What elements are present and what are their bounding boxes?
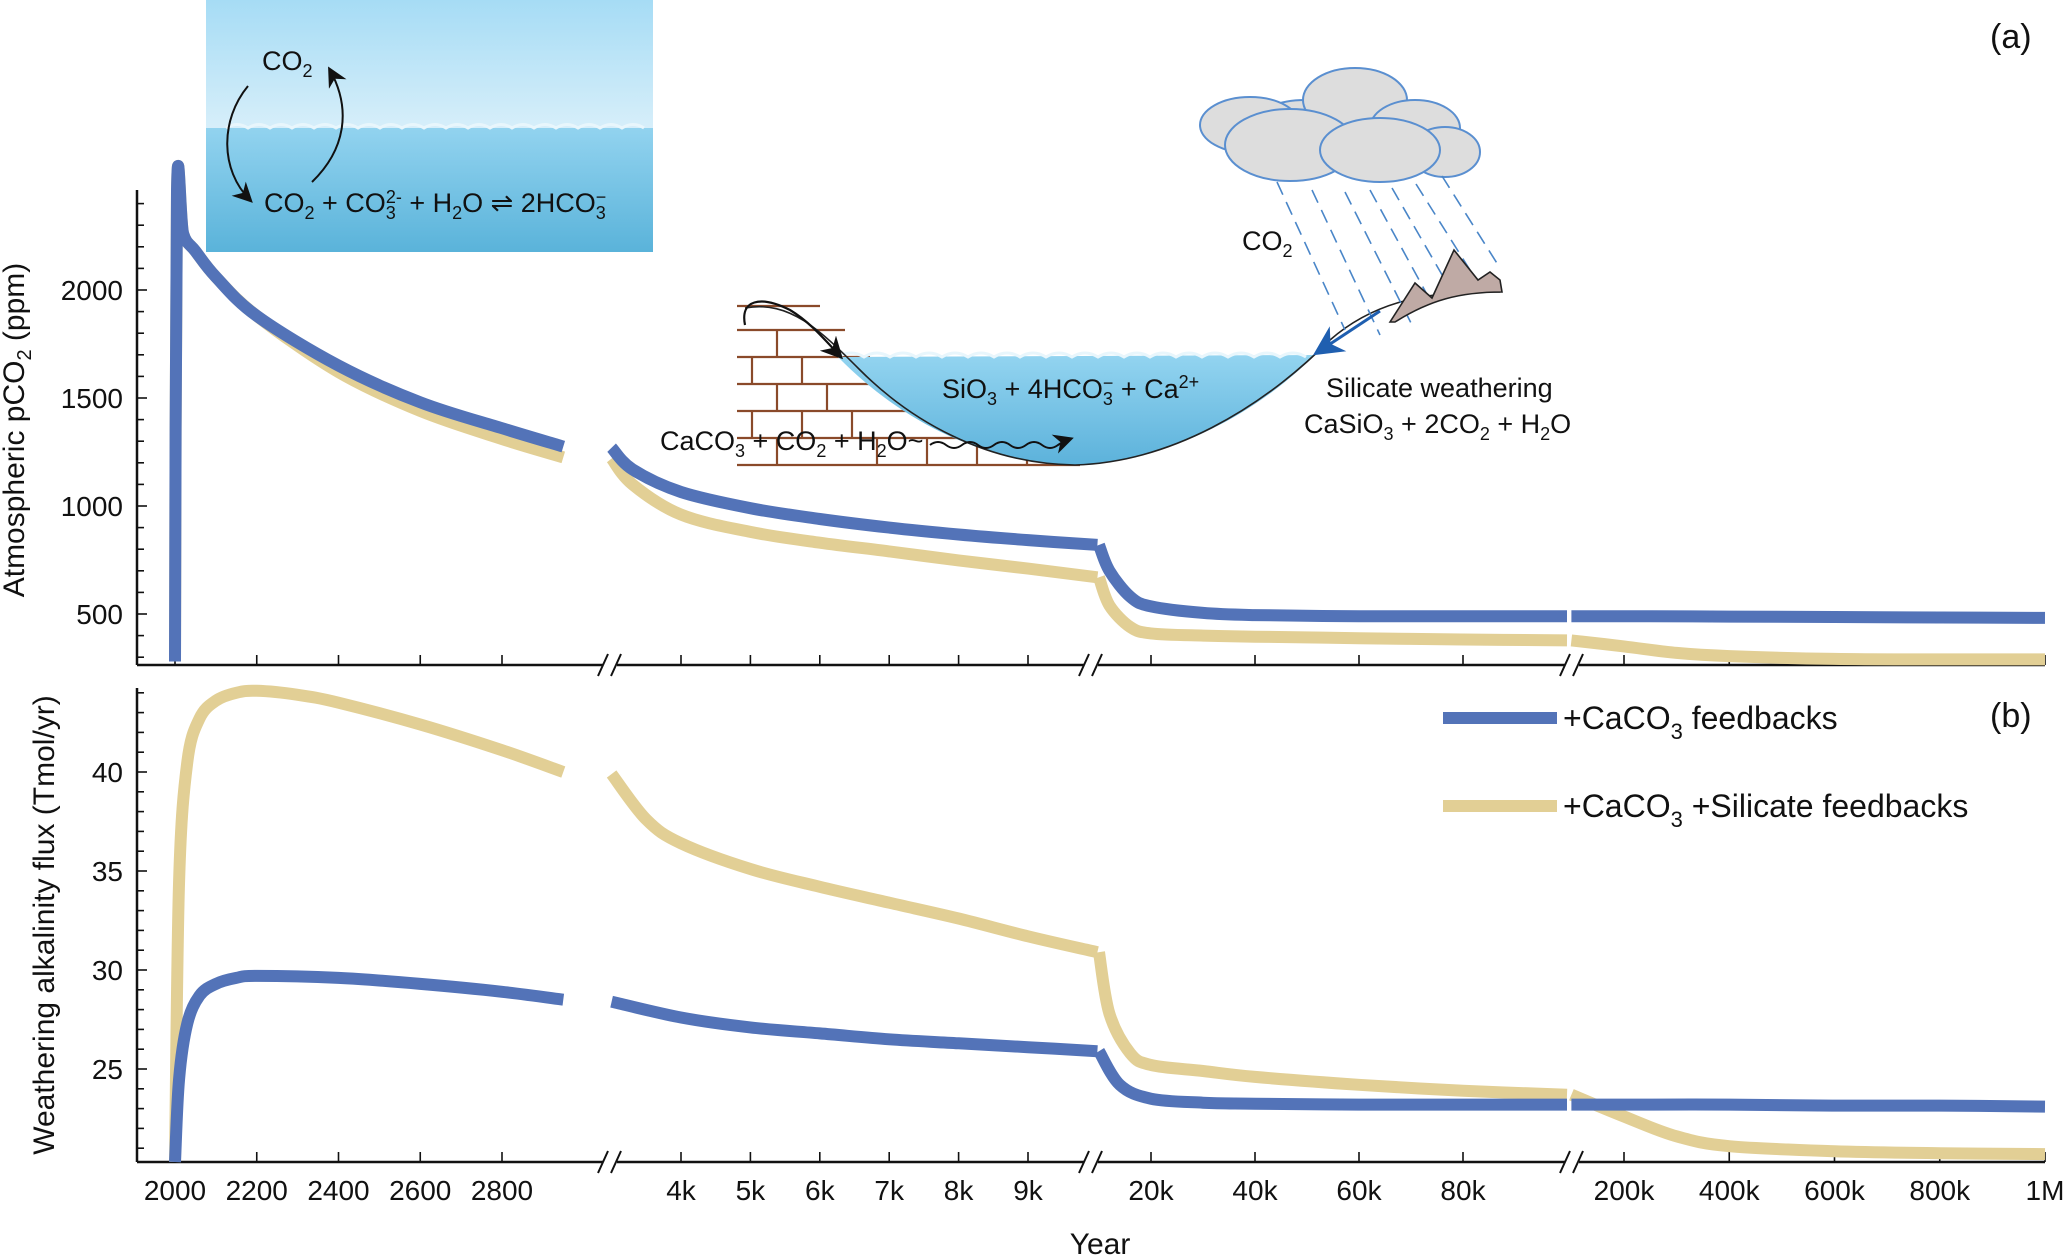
x-tick-label: 8k [944,1175,975,1206]
wave-line [225,123,645,130]
carbonate-basin-inset: SiO3 + 4HCO3− + Ca2+ CaCO3 + CO2 + H2O~ [660,291,1501,467]
x-tick-label: 2600 [389,1175,451,1206]
x-tick-label: 80k [1440,1175,1486,1206]
x-tick-label: 400k [1699,1175,1761,1206]
panel-b-axis-break-mark [1572,1150,1584,1174]
panel-a-series-caco3-silicate-segment-2 [606,454,1099,584]
panel-b-series-caco3-silicate-segment-2 [606,770,1099,959]
ocean-co2-label: CO2 [262,46,313,81]
legend-label-caco3: +CaCO3 feedbacks [1563,700,1838,744]
panel-a-label: (a) [1990,18,2032,56]
panel-a-series-caco3-segment-2 [607,443,1098,551]
x-tick-label: 200k [1594,1175,1656,1206]
panel-b-y-axis-title: Weathering alkalinity flux (Tmol/yr) [28,695,61,1155]
weathering-flow-arrow-icon [1312,309,1381,356]
panel-b-y-tick-label: 40 [92,757,123,788]
panel-a-y-tick-label: 2000 [61,275,123,306]
cycle-arrow-down-icon [226,85,253,203]
x-tick-label: 800k [1909,1175,1971,1206]
panel-a-y-tick-label: 1000 [61,491,123,522]
panel-a-axes: 500 1000 1500 2000 [61,190,2046,677]
x-tick-label: 600k [1804,1175,1866,1206]
x-tick-label: 40k [1232,1175,1278,1206]
panel-b-series-caco3-silicate-segment-4 [1569,1089,2046,1161]
panel-b-axis-break-mark [610,1150,622,1174]
panel-b-y-tick-label: 30 [92,955,123,986]
panel-a-axis-break-mark [1559,653,1571,677]
panel-a-axis-break-mark [610,653,622,677]
panel-b-series-caco3-segment-3 [1093,1048,1567,1111]
silicate-weathering-inset: CO2 Silicate weathering CaSiO3 + 2CO2 + … [1199,67,1571,444]
panel-a-series [169,160,2046,666]
panel-b-series-caco3-segment-2 [610,995,1098,1058]
x-tick-label: 2200 [226,1175,288,1206]
panel-a-axis-break-mark [1078,653,1090,677]
panel-a-y-axis-title: Atmospheric pCO2 (ppm) [0,263,36,598]
panel-b-series-caco3-segment-1 [169,969,565,1163]
panel-b-series [169,684,2046,1163]
panel-b-y-tick-label: 35 [92,856,123,887]
panel-b-axis-break-mark [597,1150,609,1174]
panel-b-y-tick-label: 25 [92,1054,123,1085]
x-tick-label: 4k [666,1175,697,1206]
ocean-carbonate-inset: CO2 CO2 + CO32- + H2O ⇌ 2HCO3− [206,0,653,252]
rain-lines [1276,175,1501,336]
panel-a-axis-break-mark [1572,653,1584,677]
x-tick-label: 1M [2026,1175,2065,1206]
x-tick-label: 2000 [144,1175,206,1206]
panel-b-axis-break-mark [1091,1150,1103,1174]
panel-b-label: (b) [1990,697,2032,735]
x-tick-label: 9k [1013,1175,1044,1206]
panel-a-series-caco3-silicate-segment-3 [1093,575,1568,647]
panel-a-y-tick-label: 500 [76,599,123,630]
x-tick-label: 5k [736,1175,767,1206]
mountain-icon [1388,248,1503,323]
runoff-arrow-icon [743,300,844,360]
panel-b-series-caco3-segment-4 [1571,1098,2046,1113]
panel-b-series-caco3-silicate-segment-3 [1093,951,1568,1101]
panel-a-axis-break-mark [597,653,609,677]
x-axis-title: Year [1070,1228,1131,1258]
cycle-arrow-up-icon [311,66,347,183]
basin-wave-line [837,351,1307,359]
x-tick-label: 2800 [471,1175,533,1206]
panel-b-series-caco3-silicate-segment-1 [169,684,566,1163]
panel-b-axis-break-mark [1078,1150,1090,1174]
panel-b-axis-break-mark [1559,1150,1571,1174]
legend-label-caco3-silicate: +CaCO3 +Silicate feedbacks [1563,788,1968,832]
panel-a-axis-break-mark [1091,653,1103,677]
panel-a-series-caco3-segment-3 [1093,542,1567,623]
legend: +CaCO3 feedbacks +CaCO3 +Silicate feedba… [1443,700,1968,832]
x-tick-label: 6k [805,1175,836,1206]
silicate-equation: CaSiO3 + 2CO2 + H2O [1304,409,1571,444]
x-tick-label: 20k [1128,1175,1174,1206]
silicate-title: Silicate weathering [1326,373,1553,403]
panel-a-y-tick-label: 1500 [61,383,123,414]
x-tick-label: 60k [1336,1175,1382,1206]
panel-a-series-caco3-segment-4 [1571,610,2046,624]
ocean-equation: CO2 + CO32- + H2O ⇌ 2HCO3− [264,187,606,223]
rain-cloud-icon [1199,67,1481,183]
panel-a-series-caco3-silicate-segment-4 [1570,634,2045,666]
carbonate-equation: CaCO3 + CO2 + H2O~ [660,426,923,461]
basin-equation: SiO3 + 4HCO3− + Ca2+ [942,372,1199,409]
dissolution-squiggle-arrow-icon [929,434,1074,454]
x-tick-label: 7k [874,1175,905,1206]
silicate-co2-label: CO2 [1242,226,1293,261]
panel-b-axes: 25 30 35 40 2000 2200 2400 2600 2800 4k 5k 6k 7k 8k 9k… [92,688,2065,1206]
panel-a-series-caco3-segment-1 [169,160,566,662]
x-tick-label: 2400 [307,1175,369,1206]
